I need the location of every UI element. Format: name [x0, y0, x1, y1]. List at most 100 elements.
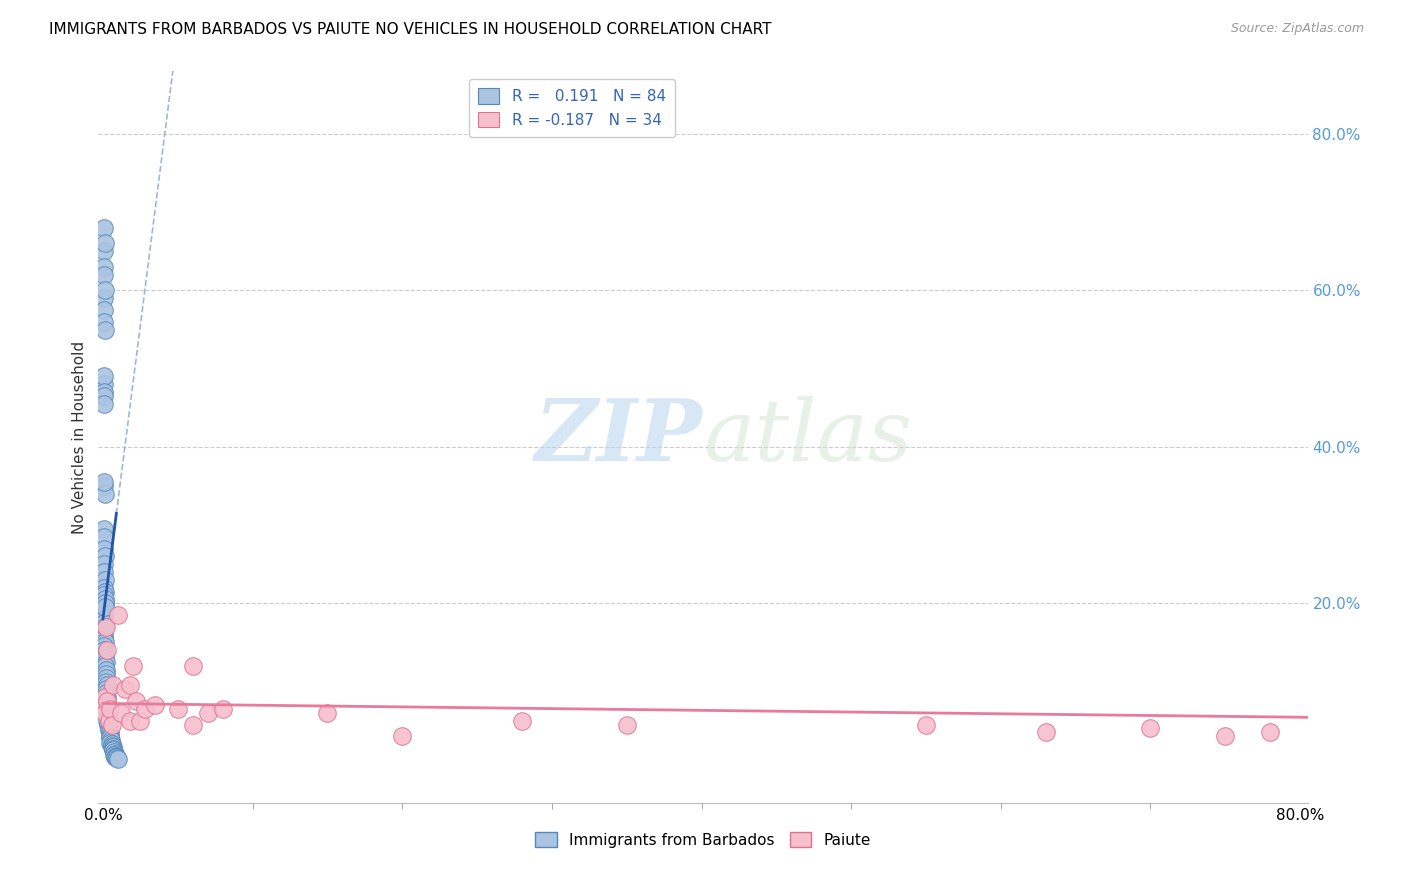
Point	[118, 714, 141, 728]
Text: atlas: atlas	[703, 396, 912, 478]
Point	[93, 698, 115, 712]
Point	[97, 714, 120, 728]
Point	[103, 748, 125, 763]
Point	[93, 640, 115, 654]
Point	[93, 530, 115, 544]
Point	[94, 620, 117, 634]
Point	[96, 714, 118, 728]
Point	[93, 479, 115, 493]
Point	[93, 302, 115, 317]
Point	[93, 284, 115, 298]
Point	[104, 748, 127, 763]
Point	[93, 389, 115, 403]
Point	[104, 747, 127, 761]
Point	[100, 739, 122, 753]
Point	[316, 706, 339, 720]
Legend: Immigrants from Barbados, Paiute: Immigrants from Barbados, Paiute	[529, 825, 877, 854]
Point	[93, 260, 115, 274]
Point	[94, 596, 117, 610]
Point	[93, 643, 115, 657]
Point	[1258, 725, 1281, 739]
Point	[93, 706, 115, 720]
Point	[93, 385, 115, 400]
Point	[94, 690, 117, 705]
Point	[118, 678, 141, 692]
Point	[125, 694, 148, 708]
Point	[96, 690, 118, 705]
Point	[94, 600, 117, 615]
Point	[93, 600, 115, 615]
Point	[101, 717, 124, 731]
Point	[93, 268, 115, 282]
Point	[103, 745, 125, 759]
Text: Source: ZipAtlas.com: Source: ZipAtlas.com	[1230, 22, 1364, 36]
Point	[1213, 729, 1236, 743]
Point	[93, 487, 115, 501]
Point	[100, 729, 122, 743]
Point	[97, 717, 120, 731]
Text: IMMIGRANTS FROM BARBADOS VS PAIUTE NO VEHICLES IN HOUSEHOLD CORRELATION CHART: IMMIGRANTS FROM BARBADOS VS PAIUTE NO VE…	[49, 22, 772, 37]
Point	[1139, 722, 1161, 736]
Point	[93, 573, 115, 587]
Point	[181, 717, 204, 731]
Point	[93, 522, 115, 536]
Point	[93, 596, 115, 610]
Point	[98, 725, 121, 739]
Point	[129, 714, 152, 728]
Point	[166, 702, 188, 716]
Point	[96, 674, 118, 689]
Point	[915, 717, 938, 731]
Point	[93, 475, 115, 489]
Point	[93, 581, 115, 595]
Point	[97, 723, 120, 737]
Point	[93, 635, 115, 649]
Point	[101, 737, 124, 751]
Point	[143, 698, 166, 712]
Point	[96, 694, 118, 708]
Point	[103, 741, 125, 756]
Point	[105, 751, 128, 765]
Point	[96, 678, 118, 692]
Point	[103, 678, 125, 692]
Point	[96, 698, 118, 712]
Point	[93, 377, 115, 392]
Point	[1035, 725, 1057, 739]
Point	[94, 671, 117, 685]
Point	[121, 659, 143, 673]
Text: ZIP: ZIP	[536, 395, 703, 479]
Point	[94, 666, 117, 681]
Point	[391, 729, 413, 743]
Point	[134, 702, 156, 716]
Point	[93, 589, 115, 603]
Point	[93, 565, 115, 579]
Point	[100, 702, 122, 716]
Point	[93, 624, 115, 638]
Point	[93, 584, 115, 599]
Point	[93, 620, 115, 634]
Point	[93, 584, 115, 599]
Point	[94, 659, 117, 673]
Point	[94, 682, 117, 697]
Point	[181, 659, 204, 673]
Point	[93, 244, 115, 259]
Point	[110, 706, 132, 720]
Point	[107, 608, 129, 623]
Y-axis label: No Vehicles in Household: No Vehicles in Household	[72, 341, 87, 533]
Point	[94, 651, 117, 665]
Point	[93, 549, 115, 564]
Point	[97, 722, 120, 736]
Point	[93, 632, 115, 646]
Point	[93, 322, 115, 336]
Point	[93, 315, 115, 329]
Point	[94, 663, 117, 677]
Point	[100, 735, 122, 749]
Point	[96, 643, 118, 657]
Point	[96, 686, 118, 700]
Point	[93, 592, 115, 607]
Point	[107, 752, 129, 766]
Point	[96, 706, 118, 720]
Point	[93, 608, 115, 623]
Point	[96, 702, 118, 716]
Point	[105, 750, 128, 764]
Point	[616, 717, 638, 731]
